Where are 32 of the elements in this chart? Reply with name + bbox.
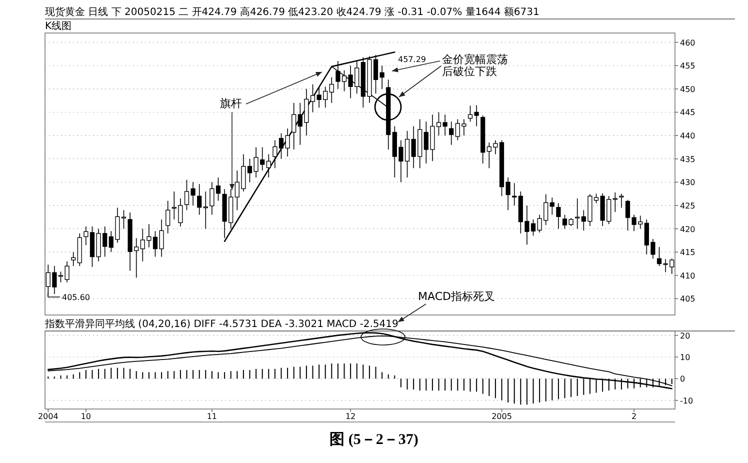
x-tick-label: 11 xyxy=(206,412,218,421)
annotation: 金价宽幅震荡 xyxy=(442,53,508,66)
y-tick-label: 0 xyxy=(680,374,686,384)
y-tick-label: 430 xyxy=(680,178,696,188)
text: 图 (5－2－37) xyxy=(330,432,418,448)
annotation: 旗杆 xyxy=(220,97,242,110)
y-tick-label: 450 xyxy=(680,84,696,94)
y-tick-label: 410 xyxy=(680,271,696,280)
annotation: MACD指标死叉 xyxy=(418,290,495,303)
y-tick-label: 425 xyxy=(680,201,696,210)
chart-subtitle: K线图 xyxy=(45,20,72,32)
y-tick-label: 420 xyxy=(680,224,696,234)
y-tick-label: -10 xyxy=(680,396,694,406)
y-tick-label: 455 xyxy=(680,62,696,71)
y-tick-label: 10 xyxy=(680,353,690,362)
y-tick-label: 460 xyxy=(680,38,696,48)
x-tick-label: 10 xyxy=(80,412,92,421)
y-tick-label: 435 xyxy=(680,154,696,164)
annotation: 457.29 xyxy=(398,55,426,64)
y-tick-label: 20 xyxy=(680,331,690,340)
annotation: 405.60 xyxy=(62,293,90,302)
chart-title: 现货黄金 日线 下 20050215 二 开424.79 高426.79 低423.20 收424.79 涨 -0.31 -0.07% 量1644 额6731 xyxy=(45,6,540,18)
y-tick-label: 415 xyxy=(680,248,696,258)
y-tick-label: 445 xyxy=(680,108,696,118)
chart-title: 指数平滑异同平均线 (04,20,16) DIFF -4.5731 DEA -3.3021 MACD -2.5419 xyxy=(44,318,398,330)
y-tick-label: 405 xyxy=(680,294,696,304)
x-tick-label: 2 xyxy=(632,412,637,421)
annotation: 后破位下跌 xyxy=(442,65,497,78)
x-tick-label: 2005 xyxy=(492,412,512,421)
y-tick-label: 440 xyxy=(680,132,696,141)
x-tick-label: 12 xyxy=(345,412,356,421)
x-tick-label: 2004 xyxy=(38,412,58,421)
